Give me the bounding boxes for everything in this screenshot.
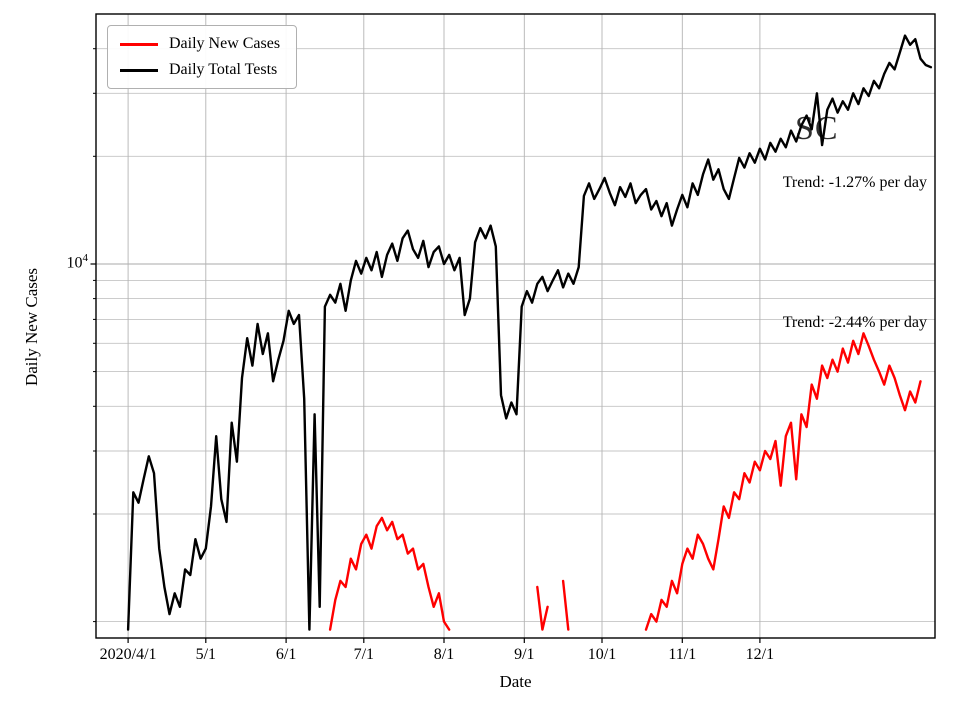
x-tick-label: 8/1 — [433, 646, 455, 663]
x-tick-label: 9/1 — [514, 646, 535, 663]
legend-label: Daily Total Tests — [169, 61, 278, 78]
x-tick-label: 5/1 — [195, 646, 217, 663]
trend-annotation-tests: Trend: -1.27% per day — [782, 174, 927, 191]
y-tick-label: 104 — [50, 252, 89, 273]
series-line-daily-new-cases — [328, 332, 922, 631]
x-tick-label: 6/1 — [275, 646, 297, 663]
legend-item-daily-new-cases: Daily New Cases — [120, 36, 280, 52]
legend-line-black — [120, 68, 158, 72]
x-tick-label: 10/1 — [587, 646, 617, 663]
x-tick-label: 7/1 — [353, 646, 375, 663]
series-line-daily-total-tests — [126, 34, 933, 631]
y-tick-exponent: 4 — [82, 252, 89, 264]
y-axis-label: Daily New Cases — [22, 267, 41, 387]
x-axis-label: Date — [499, 672, 532, 691]
x-tick-label: 12/1 — [745, 646, 775, 663]
x-tick-label: 11/1 — [668, 646, 697, 663]
legend: Daily New Cases Daily Total Tests — [107, 25, 298, 89]
y-tick-base: 10 — [66, 254, 83, 272]
legend-line-red — [120, 42, 158, 46]
state-watermark: SC — [795, 110, 839, 147]
legend-label: Daily New Cases — [169, 35, 281, 52]
legend-item-daily-total-tests: Daily Total Tests — [120, 62, 280, 78]
x-tick-label: 2020/4/1 — [99, 646, 157, 663]
axes-border — [95, 13, 936, 639]
trend-annotation-cases: Trend: -2.44% per day — [782, 314, 927, 331]
